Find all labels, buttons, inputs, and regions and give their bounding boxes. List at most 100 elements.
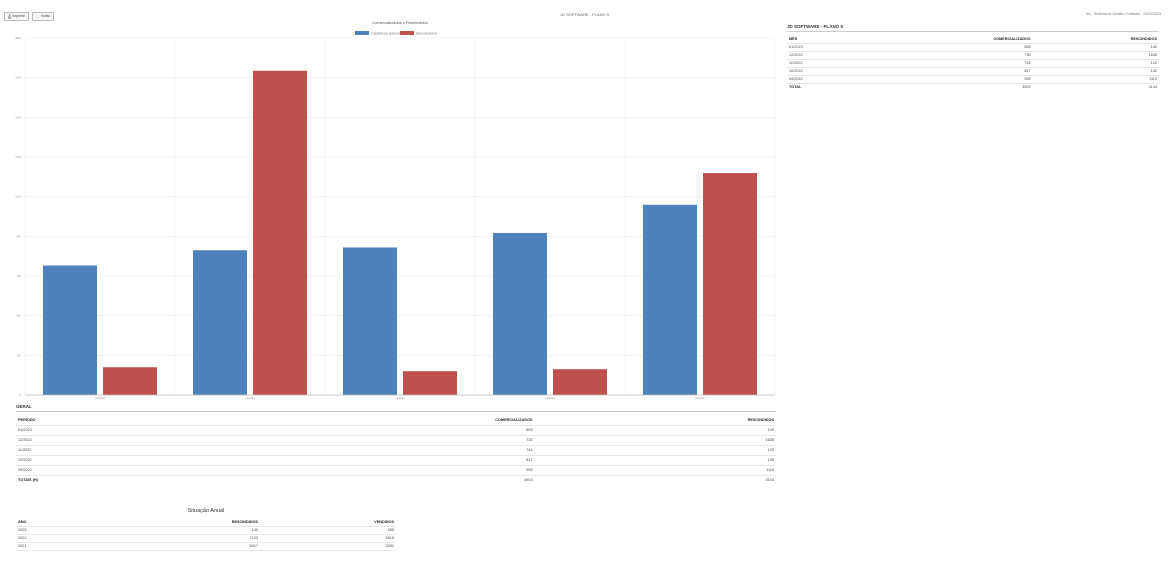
- table-row: 01/2023 653 140: [787, 43, 1159, 52]
- cell-sold: 744: [206, 445, 535, 456]
- geral-col-sold: COMERCIALIZADOS: [206, 415, 535, 426]
- x-tick-label: 10/2022: [545, 396, 555, 400]
- legend-label-1: RESCINDIDOS: [416, 32, 437, 36]
- arrow-left-icon: ←: [35, 14, 40, 19]
- bar-comercializados: [493, 232, 547, 395]
- y-tick-label: 1200: [15, 155, 21, 159]
- cell-sold: 653: [860, 43, 1033, 52]
- bar-rescindidos: [403, 371, 457, 395]
- table-row: 12/2022 730 1635: [787, 51, 1159, 60]
- table-row: 2021 6017 3291: [16, 542, 396, 551]
- total-sold: 3903: [1022, 85, 1031, 90]
- cell-month: 01/2023: [787, 43, 861, 52]
- annual-col-rescinded: RESCINDIDOS: [86, 518, 261, 527]
- bar-rescindidos: [253, 70, 307, 395]
- geral-col-period: PERÍODO: [16, 415, 206, 426]
- table-row: 01/2023 653 140: [16, 425, 776, 436]
- cell-sold: 653: [260, 526, 396, 535]
- cell-sold: 9515: [260, 534, 396, 543]
- y-tick-label: 1600: [15, 76, 21, 80]
- print-button-label: Imprimir: [12, 14, 25, 18]
- side-col-rescinded: RESCINDIDOS: [1032, 35, 1159, 44]
- y-tick-label: 1800: [15, 36, 21, 40]
- chart-title: Comercializados x Rescindidos: [372, 20, 428, 25]
- table-row: 11/2022 744 120: [16, 445, 776, 456]
- cell-rescinded: 130: [534, 455, 776, 466]
- cell-rescinded: 1119: [534, 465, 776, 476]
- cell-period: 12/2022: [16, 435, 206, 446]
- geral-table-panel: GERAL PERÍODO COMERCIALIZADOS RESCINDIDO…: [16, 404, 776, 485]
- total-row: TOTAL 3903 3144: [787, 83, 1159, 91]
- table-row: 09/2022 959 1119: [16, 465, 776, 476]
- table-row: 11/2022 744 120: [787, 59, 1159, 68]
- y-tick-label: 600: [17, 274, 22, 278]
- bar-comercializados: [343, 247, 397, 395]
- y-tick-label: 0: [20, 393, 22, 397]
- side-table-title: JD SOFTWARE - PLANO 5: [787, 24, 1159, 32]
- table-row: 09/2022 959 1119: [787, 75, 1159, 84]
- print-button[interactable]: ⎙ Imprimir: [4, 12, 29, 21]
- cell-sold: 653: [206, 425, 535, 436]
- geral-col-rescinded: RESCINDIDOS: [534, 415, 776, 426]
- total-row: TOTAIS (H) 3903 3144: [16, 475, 776, 485]
- side-table: MÊS COMERCIALIZADOS RESCINDIDOS 01/2023 …: [787, 35, 1159, 91]
- total-rescinded: 3144: [765, 478, 774, 483]
- cell-month: 11/2022: [787, 59, 861, 68]
- bar-rescindidos: [703, 173, 757, 395]
- table-row: 12/2022 730 1635: [16, 435, 776, 446]
- back-button[interactable]: ← Voltar: [31, 12, 54, 21]
- total-label: TOTAIS (H): [18, 478, 38, 483]
- cell-rescinded: 140: [534, 425, 776, 436]
- table-row: 10/2022 817 130: [16, 455, 776, 466]
- total-label: TOTAL: [789, 85, 802, 90]
- y-tick-label: 1000: [15, 195, 21, 199]
- page-title: JD SOFTWARE - PLANO 5: [560, 12, 609, 17]
- legend-swatch-0: [355, 31, 369, 35]
- cell-rescinded: 140: [1032, 43, 1159, 52]
- page-subtitle: Inc - Sistema de Gestão | Software - 01/…: [1086, 12, 1161, 16]
- annual-table-panel: Situação Anual ANO RESCINDIDOS VENDIDOS …: [16, 508, 396, 551]
- cell-period: 11/2022: [16, 445, 206, 456]
- cell-period: 10/2022: [16, 455, 206, 466]
- x-tick-label: 12/2022: [245, 396, 255, 400]
- table-row: 2023 140 653: [16, 526, 396, 535]
- cell-rescinded: 1635: [534, 435, 776, 446]
- y-tick-label: 400: [17, 314, 22, 318]
- total-sold: 3903: [524, 478, 533, 483]
- toolbar: ⎙ Imprimir ← Voltar: [4, 12, 54, 21]
- cell-rescinded: 6017: [86, 542, 261, 551]
- annual-table: ANO RESCINDIDOS VENDIDOS 2023 140 653 20…: [16, 518, 396, 551]
- cell-sold: 730: [206, 435, 535, 446]
- cell-month: 09/2022: [787, 75, 861, 84]
- cell-sold: 744: [860, 59, 1033, 68]
- annual-col-sold: VENDIDOS: [260, 518, 396, 527]
- printer-icon: ⎙: [8, 14, 12, 19]
- annual-table-title: Situação Anual: [187, 508, 225, 514]
- cell-year: 2021: [16, 542, 87, 551]
- y-tick-label: 800: [17, 234, 22, 238]
- legend-label-0: COMERCIALIZADOS: [371, 32, 400, 36]
- bar-comercializados: [193, 250, 247, 395]
- bar-chart: Comercializados x Rescindidos COMERCIALIZ…: [15, 20, 776, 400]
- table-row: 2022 7123 9515: [16, 534, 396, 543]
- back-button-label: Voltar: [40, 14, 50, 18]
- cell-year: 2023: [16, 526, 87, 535]
- bar-rescindidos: [553, 369, 607, 395]
- geral-table-title: GERAL: [16, 404, 776, 412]
- bar-rescindidos: [103, 367, 157, 395]
- cell-period: 09/2022: [16, 465, 206, 476]
- cell-period: 01/2023: [16, 425, 206, 436]
- cell-sold: 959: [206, 465, 535, 476]
- side-col-month: MÊS: [787, 35, 861, 44]
- x-tick-label: 11/2022: [395, 396, 405, 400]
- bar-comercializados: [43, 265, 97, 395]
- cell-year: 2022: [16, 534, 87, 543]
- x-tick-label: 01/2023: [95, 396, 105, 400]
- bar-comercializados: [643, 204, 697, 395]
- cell-rescinded: 140: [86, 526, 261, 535]
- legend-swatch-1: [400, 31, 414, 35]
- cell-month: 12/2022: [787, 51, 861, 60]
- table-row: 10/2022 817 130: [787, 67, 1159, 76]
- y-tick-label: 1400: [15, 115, 21, 119]
- y-tick-label: 200: [17, 353, 22, 357]
